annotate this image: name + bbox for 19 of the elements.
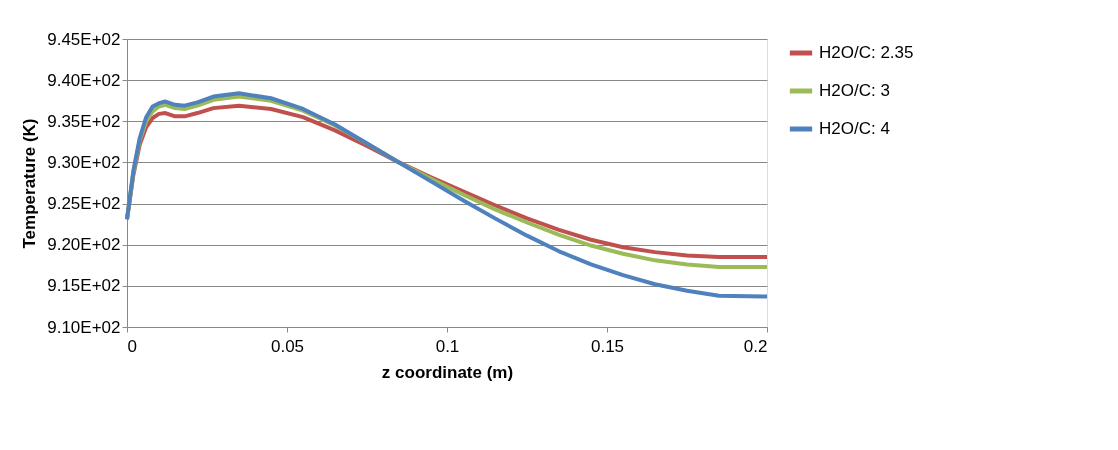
x-axis-title: z coordinate (m)	[381, 362, 514, 382]
y-tick-label: 9.40E+02	[47, 70, 121, 90]
legend-label: H2O/C: 2.35	[819, 43, 914, 62]
x-tick-label: 0.2	[743, 336, 768, 356]
y-tick-label: 9.45E+02	[47, 29, 121, 49]
y-tick-label: 9.15E+02	[47, 276, 121, 296]
legend-label: H2O/C: 3	[819, 81, 890, 100]
legend-label: H2O/C: 4	[819, 119, 890, 138]
x-tick-label: 0.1	[435, 336, 460, 356]
line-series	[125, 91, 769, 299]
x-tick-label: 0	[127, 336, 137, 356]
y-tick-label: 9.20E+02	[47, 235, 121, 255]
y-tick-label: 9.25E+02	[47, 194, 121, 214]
y-tick-label: 9.30E+02	[47, 152, 121, 172]
y-tick-label: 9.35E+02	[47, 111, 121, 131]
y-axis-title: Temperature (K)	[20, 118, 40, 249]
x-tick-label: 0.05	[270, 336, 305, 356]
y-tick-label: 9.10E+02	[47, 317, 121, 337]
x-tick-label: 0.15	[590, 336, 625, 356]
